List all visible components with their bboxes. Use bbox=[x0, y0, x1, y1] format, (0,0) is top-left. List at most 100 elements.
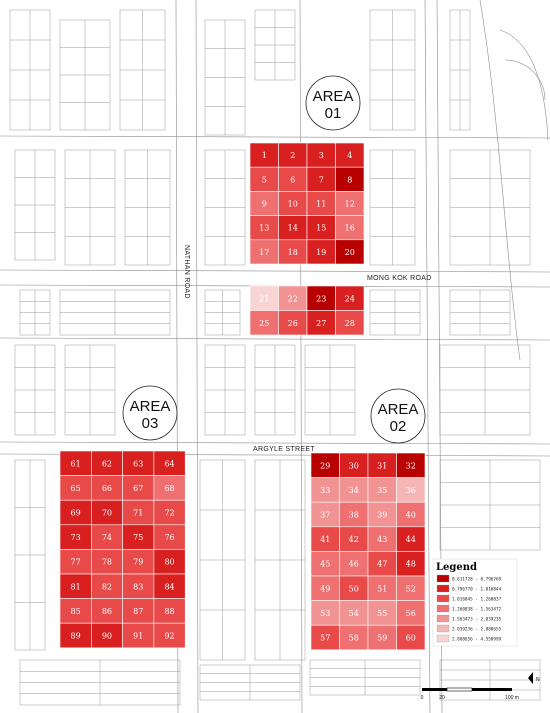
grid-cell bbox=[122, 524, 155, 550]
grid-cell-label: 53 bbox=[320, 609, 330, 618]
grid-cell bbox=[278, 166, 308, 192]
north-arrow-icon: N bbox=[528, 672, 540, 684]
area-01-line2: 01 bbox=[325, 105, 342, 122]
grid-cell-label: 73 bbox=[71, 533, 81, 542]
grid-cell-label: 61 bbox=[71, 459, 81, 468]
grid-cell bbox=[122, 549, 155, 575]
argyle-street-label: ARGYLE STREET bbox=[253, 446, 315, 453]
grid-cell-label: 30 bbox=[349, 461, 359, 470]
grid-cell-label: 49 bbox=[320, 584, 330, 593]
grid-cell-label: 71 bbox=[133, 509, 143, 518]
grid-cell-label: 78 bbox=[102, 558, 112, 567]
grid-cell-label: 54 bbox=[349, 609, 359, 618]
grid-cell-label: 63 bbox=[133, 459, 143, 468]
grid-cell-label: 44 bbox=[406, 535, 416, 544]
grid-cell bbox=[153, 622, 186, 649]
grid-cell bbox=[122, 598, 155, 624]
grid-cell bbox=[91, 450, 123, 476]
grid-cell-label: 89 bbox=[71, 632, 81, 641]
basemap-outlines bbox=[9, 9, 541, 706]
grid-cell-label: 45 bbox=[320, 560, 330, 569]
grid-cell bbox=[396, 575, 426, 601]
grid-cell bbox=[153, 499, 186, 526]
grid-cell-label: 50 bbox=[349, 584, 359, 593]
grid-cell bbox=[91, 475, 123, 501]
legend-label: 1.260838 - 1.563472 bbox=[452, 607, 502, 613]
grid-cell-label: 41 bbox=[320, 535, 330, 544]
scale-label-100: 100 m bbox=[505, 695, 519, 701]
scale-label-20: 20 bbox=[439, 695, 445, 701]
grid-cell-label: 81 bbox=[71, 582, 81, 591]
grid-cell-label: 52 bbox=[406, 584, 416, 593]
grid-cell-label: 32 bbox=[406, 461, 416, 470]
grid-cell bbox=[122, 450, 155, 476]
grid-cell-label: 88 bbox=[164, 607, 174, 616]
grid-cell bbox=[91, 622, 123, 649]
grid-cell bbox=[249, 142, 279, 168]
grid-cell bbox=[59, 524, 92, 550]
grid-cell bbox=[396, 551, 426, 577]
area-03-line2: 03 bbox=[142, 415, 159, 432]
grid-cell-label: 56 bbox=[406, 609, 416, 618]
grid-cell-label: 58 bbox=[349, 634, 359, 643]
grid-cell bbox=[396, 477, 426, 503]
legend-swatch bbox=[436, 634, 450, 643]
grid-cell-label: 75 bbox=[133, 533, 143, 542]
grid-cell bbox=[335, 310, 365, 336]
grid-cell bbox=[310, 477, 340, 503]
legend-swatch bbox=[436, 584, 450, 593]
grid-cell-label: 8 bbox=[347, 175, 352, 184]
grid-cell-label: 84 bbox=[164, 582, 174, 591]
grid-cell-label: 15 bbox=[316, 224, 326, 233]
grid-cell bbox=[306, 310, 336, 336]
legend-swatch bbox=[436, 624, 450, 633]
grid-cell-label: 26 bbox=[288, 319, 298, 328]
grid-cell-label: 4 bbox=[347, 151, 352, 160]
grid-cell bbox=[306, 191, 336, 216]
grid-cell-label: 40 bbox=[406, 511, 416, 520]
scale-label-0: 0 bbox=[421, 695, 424, 701]
grid-cell bbox=[153, 524, 186, 550]
grid-cell bbox=[153, 598, 186, 624]
grid-cell-label: 87 bbox=[133, 607, 143, 616]
grid-cell-label: 85 bbox=[71, 607, 81, 616]
legend-title: Legend bbox=[436, 562, 477, 573]
grid-cell bbox=[396, 526, 426, 552]
grid-cell bbox=[339, 575, 369, 601]
grid-cell-label: 38 bbox=[349, 511, 359, 520]
grid-cell-label: 69 bbox=[71, 509, 81, 518]
grid-cell-label: 55 bbox=[377, 609, 387, 618]
grid-cell-label: 92 bbox=[164, 632, 174, 641]
grid-cell-label: 43 bbox=[377, 535, 387, 544]
grid-cell-label: 39 bbox=[377, 511, 387, 520]
grid-cell bbox=[306, 215, 336, 241]
mong-kok-road-label: MONG KOK ROAD bbox=[367, 275, 432, 282]
grid-cell-label: 74 bbox=[102, 533, 112, 542]
grid-cell bbox=[122, 622, 155, 649]
grid-cell-label: 91 bbox=[133, 632, 143, 641]
grid-cell-label: 67 bbox=[133, 484, 143, 493]
grid-cell bbox=[306, 239, 336, 265]
grid-cell-label: 22 bbox=[288, 294, 298, 303]
grid-cell-label: 14 bbox=[288, 224, 298, 233]
scale-bar: 0 20 100 m bbox=[421, 687, 519, 701]
grid-cell bbox=[153, 475, 186, 501]
grid-cell bbox=[339, 501, 369, 528]
grid-cell bbox=[310, 551, 340, 577]
grid-cell-label: 35 bbox=[377, 486, 387, 495]
legend-swatch bbox=[436, 604, 450, 613]
grid-cell-label: 10 bbox=[288, 200, 298, 209]
grid-cell-label: 66 bbox=[102, 484, 112, 493]
grid-cell bbox=[249, 166, 279, 192]
grid-cell-label: 1 bbox=[262, 151, 267, 160]
grid-cell bbox=[153, 549, 186, 575]
grid-cell bbox=[278, 215, 308, 241]
legend-label: 2.888656 - 4.558999 bbox=[452, 637, 502, 643]
grid-cell bbox=[310, 501, 340, 528]
nathan-road-label: NATHAN ROAD bbox=[183, 245, 190, 299]
grid-cell-label: 77 bbox=[71, 558, 81, 567]
grid-cell-label: 90 bbox=[102, 632, 112, 641]
grid-cell bbox=[249, 285, 279, 311]
grid-cell-label: 29 bbox=[320, 461, 330, 470]
area-02-marker: AREA 02 bbox=[370, 388, 426, 444]
